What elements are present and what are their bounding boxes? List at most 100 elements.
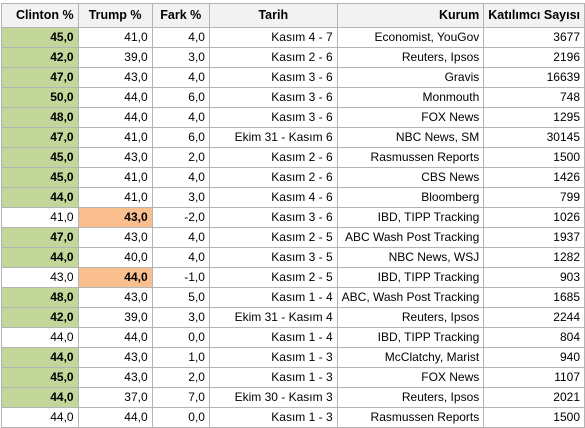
cell-org: IBD, TIPP Tracking [337,268,484,288]
cell-date: Kasım 4 - 6 [209,188,337,208]
table-row: 45,0 41,0 4,0 Kasım 2 - 6 CBS News 1426 [2,168,585,188]
cell-diff: -2,0 [152,208,209,228]
cell-org: NBC News, SM [337,128,484,148]
cell-diff: 0,0 [152,328,209,348]
table-row: 45,0 43,0 2,0 Kasım 2 - 6 Rasmussen Reports 1… [2,148,585,168]
cell-trump: 44,0 [78,328,152,348]
cell-org: IBD, TIPP Tracking [337,208,484,228]
table-row: 45,0 43,0 2,0 Kasım 1 - 3 FOX News 1107 [2,368,585,388]
table-row: 48,0 44,0 4,0 Kasım 3 - 6 FOX News 1295 [2,108,585,128]
table-row: 47,0 43,0 4,0 Kasım 2 - 5 ABC Wash Post Trac… [2,228,585,248]
cell-trump: 43,0 [78,68,152,88]
cell-trump: 41,0 [78,128,152,148]
header-date: Tarih [209,4,337,28]
cell-sample: 748 [484,88,585,108]
cell-date: Kasım 2 - 6 [209,148,337,168]
cell-sample: 3677 [484,28,585,48]
cell-org: Reuters, Ipsos [337,388,484,408]
cell-clinton: 45,0 [2,368,79,388]
table-row: 41,0 43,0 -2,0 Kasım 3 - 6 IBD, TIPP Trackin… [2,208,585,228]
cell-sample: 804 [484,328,585,348]
cell-diff: 1,0 [152,348,209,368]
cell-date: Ekim 31 - Kasım 4 [209,308,337,328]
cell-date: Kasım 3 - 6 [209,208,337,228]
cell-clinton: 44,0 [2,388,79,408]
cell-sample: 1107 [484,368,585,388]
cell-date: Kasım 1 - 3 [209,348,337,368]
poll-table: Clinton % Trump % Fark % Tarih Kurum Kat… [1,3,585,428]
cell-clinton: 45,0 [2,168,79,188]
table-row: 45,0 41,0 4,0 Kasım 4 - 7 Economist, YouGov 3… [2,28,585,48]
cell-clinton: 48,0 [2,108,79,128]
cell-trump: 41,0 [78,168,152,188]
cell-trump: 39,0 [78,48,152,68]
cell-diff: 3,0 [152,48,209,68]
cell-sample: 2244 [484,308,585,328]
cell-date: Kasım 1 - 4 [209,288,337,308]
table-row: 43,0 44,0 -1,0 Kasım 2 - 5 IBD, TIPP Trackin… [2,268,585,288]
cell-org: CBS News [337,168,484,188]
cell-clinton: 42,0 [2,48,79,68]
poll-body: 45,0 41,0 4,0 Kasım 4 - 7 Economist, YouGov 3… [2,28,585,428]
cell-clinton: 47,0 [2,228,79,248]
header-trump: Trump % [78,4,152,28]
table-row: 44,0 41,0 3,0 Kasım 4 - 6 Bloomberg 799 [2,188,585,208]
cell-trump: 43,0 [78,148,152,168]
cell-diff: 4,0 [152,248,209,268]
cell-sample: 940 [484,348,585,368]
cell-sample: 16639 [484,68,585,88]
cell-sample: 1026 [484,208,585,228]
cell-sample: 2021 [484,388,585,408]
cell-org: Gravis [337,68,484,88]
cell-diff: 6,0 [152,88,209,108]
cell-diff: 7,0 [152,388,209,408]
cell-clinton: 50,0 [2,88,79,108]
header-diff: Fark % [152,4,209,28]
cell-diff: 2,0 [152,148,209,168]
cell-sample: 1500 [484,148,585,168]
cell-diff: 3,0 [152,188,209,208]
cell-sample: 799 [484,188,585,208]
cell-diff: 4,0 [152,28,209,48]
cell-org: Monmouth [337,88,484,108]
cell-date: Kasım 3 - 6 [209,108,337,128]
header-clinton: Clinton % [2,4,79,28]
cell-date: Kasım 4 - 7 [209,28,337,48]
cell-org: ABC Wash Post Tracking [337,228,484,248]
cell-trump: 43,0 [78,228,152,248]
cell-trump: 44,0 [78,108,152,128]
cell-diff: 5,0 [152,288,209,308]
cell-org: FOX News [337,108,484,128]
cell-date: Kasım 3 - 5 [209,248,337,268]
cell-org: McClatchy, Marist [337,348,484,368]
cell-clinton: 44,0 [2,348,79,368]
cell-sample: 30145 [484,128,585,148]
cell-date: Kasım 1 - 3 [209,368,337,388]
cell-diff: 4,0 [152,108,209,128]
cell-trump: 44,0 [78,88,152,108]
cell-diff: 6,0 [152,128,209,148]
cell-sample: 1937 [484,228,585,248]
cell-trump: 39,0 [78,308,152,328]
cell-date: Kasım 2 - 6 [209,48,337,68]
cell-diff: 4,0 [152,168,209,188]
header-sample: Katılımcı Sayısı [484,4,585,28]
cell-trump: 44,0 [78,268,152,288]
cell-date: Kasım 3 - 6 [209,68,337,88]
cell-trump: 41,0 [78,28,152,48]
table-row: 42,0 39,0 3,0 Kasım 2 - 6 Reuters, Ipsos 2196 [2,48,585,68]
cell-date: Kasım 2 - 5 [209,268,337,288]
cell-diff: 4,0 [152,68,209,88]
cell-clinton: 44,0 [2,188,79,208]
cell-date: Ekim 31 - Kasım 6 [209,128,337,148]
cell-clinton: 45,0 [2,28,79,48]
cell-clinton: 44,0 [2,248,79,268]
header-row: Clinton % Trump % Fark % Tarih Kurum Kat… [2,4,585,28]
cell-org: Rasmussen Reports [337,148,484,168]
table-row: 44,0 40,0 4,0 Kasım 3 - 5 NBC News, WSJ 1282 [2,248,585,268]
cell-clinton: 44,0 [2,328,79,348]
cell-org: FOX News [337,368,484,388]
cell-org: Bloomberg [337,188,484,208]
table-row: 44,0 43,0 1,0 Kasım 1 - 3 McClatchy, Marist 9… [2,348,585,368]
cell-clinton: 47,0 [2,68,79,88]
